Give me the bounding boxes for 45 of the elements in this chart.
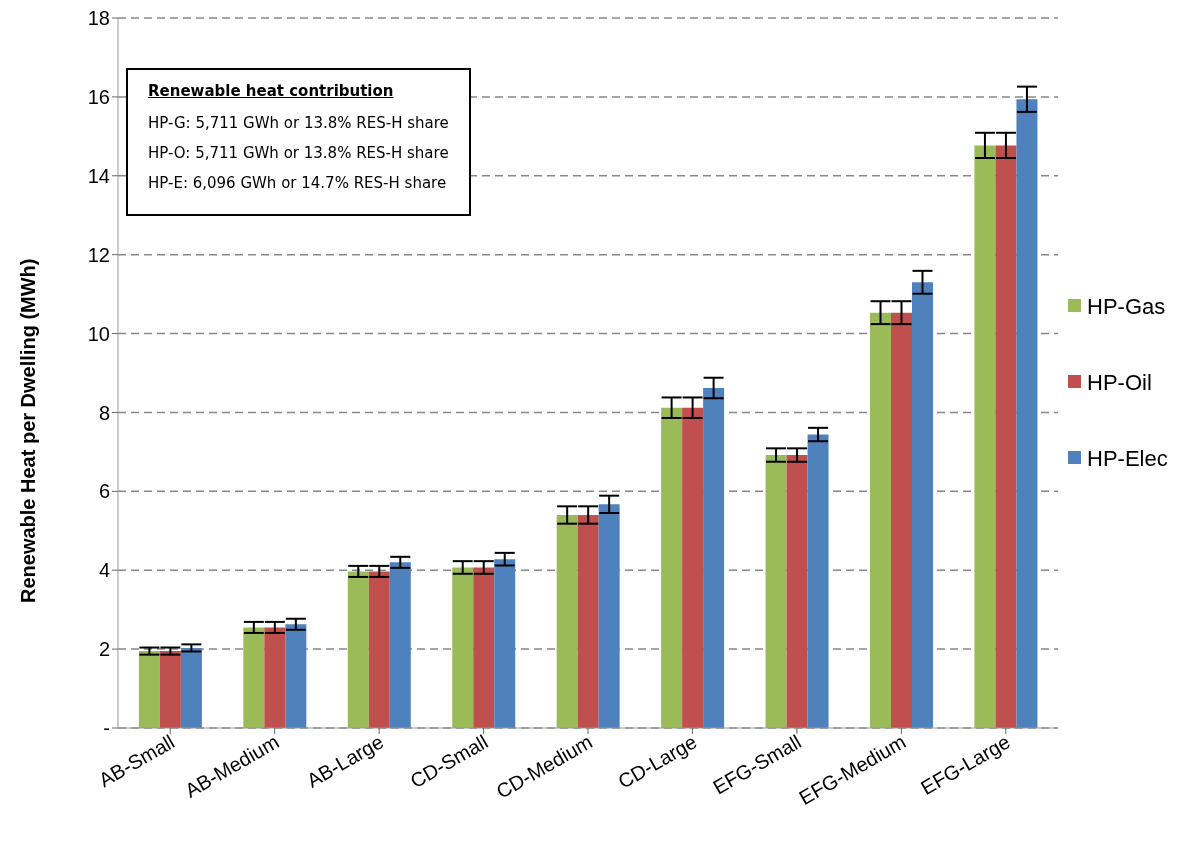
bar	[912, 282, 933, 728]
bar	[494, 559, 516, 728]
annotation: HP-G: 5,711 GWh or 13.8% RES-H share	[148, 114, 449, 132]
bar	[765, 455, 787, 728]
bar	[1016, 99, 1038, 728]
annotation: HP-E: 6,096 GWh or 14.7% RES-H share	[148, 174, 448, 192]
y-axis-title: Renewable Heat per Dwelling (MWh)	[17, 258, 40, 603]
y-tick-label: 6	[98, 480, 110, 503]
bar	[473, 567, 495, 728]
bar	[661, 407, 683, 728]
bar	[285, 624, 307, 728]
bar	[243, 627, 265, 728]
y-tick-label: 8	[98, 401, 110, 424]
y-tick-label: 2	[98, 638, 110, 661]
y-tick-label: 12	[87, 243, 110, 266]
bar	[368, 571, 390, 728]
annotation: Renewable heat contribution	[148, 82, 395, 100]
bar	[389, 562, 411, 728]
bar	[598, 504, 620, 728]
bar	[703, 387, 725, 728]
bar	[347, 571, 369, 728]
bar	[180, 647, 202, 728]
y-tick-label: 16	[87, 85, 110, 108]
y-tick-label: 10	[87, 322, 110, 345]
bar	[682, 407, 704, 728]
bar	[138, 651, 160, 728]
bar	[891, 312, 912, 728]
bar	[807, 434, 829, 728]
bar	[786, 455, 808, 728]
bar	[556, 515, 578, 728]
y-tick-label: 4	[98, 559, 110, 582]
bar	[974, 145, 996, 728]
bar	[159, 651, 181, 728]
bar	[870, 312, 891, 728]
bar	[995, 145, 1017, 728]
legend-label: HP-Elec	[1087, 445, 1169, 473]
annotation: HP-O: 5,711 GWh or 13.8% RES-H share	[148, 144, 449, 162]
y-tick-label: 18	[87, 7, 110, 30]
bar	[452, 567, 474, 728]
bar	[264, 627, 286, 728]
legend-label: HP-Gas	[1087, 293, 1167, 321]
y-tick-label: 14	[87, 164, 110, 187]
bar	[577, 515, 599, 728]
y-tick-label: -	[103, 717, 110, 740]
legend-label: HP-Oil	[1087, 369, 1153, 397]
